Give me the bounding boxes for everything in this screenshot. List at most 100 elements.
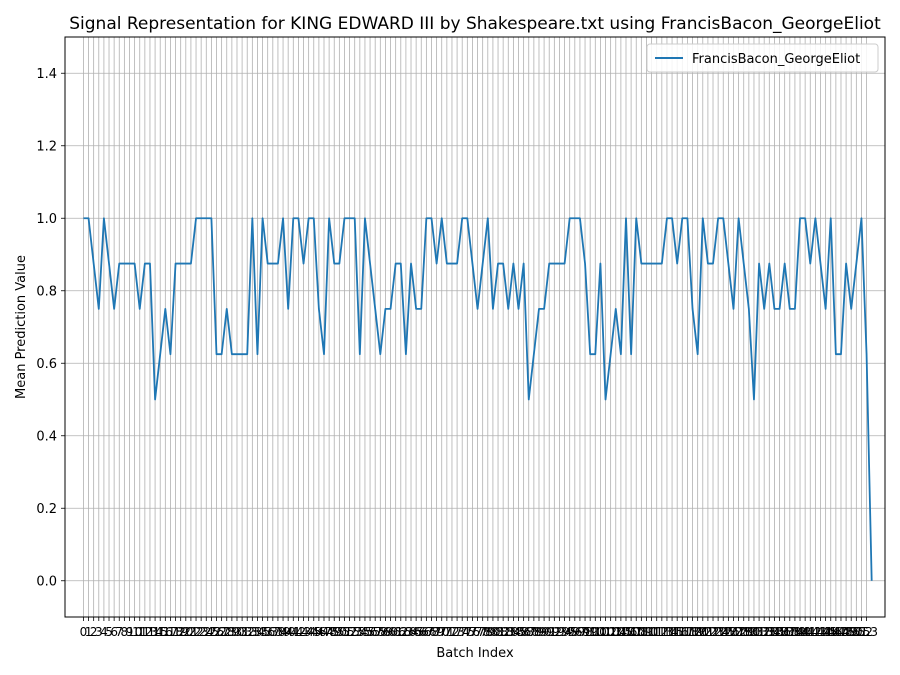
x-tick-label: 64 (403, 625, 418, 639)
x-tick-label: 130 (737, 625, 760, 639)
x-tick-label: 70 (434, 625, 449, 639)
x-tick-label: 89 (531, 625, 546, 639)
x-tick-label: 141 (794, 625, 817, 639)
x-tick-label: 12 (137, 625, 152, 639)
x-tick-label: 2 (90, 625, 98, 639)
x-tick-label: 123 (702, 625, 725, 639)
x-tick-label: 137 (773, 625, 796, 639)
x-tick-label: 10 (127, 625, 142, 639)
y-tick-label: 0.4 (36, 429, 57, 444)
x-tick-label: 6 (110, 625, 118, 639)
x-tick-label: 135 (763, 625, 786, 639)
x-tick-label: 98 (577, 625, 592, 639)
y-tick-label: 1.2 (36, 139, 57, 154)
x-tick-label: 109 (630, 625, 653, 639)
x-tick-label: 54 (352, 625, 367, 639)
x-tick-label: 7 (115, 625, 123, 639)
x-tick-label: 140 (789, 625, 812, 639)
x-tick-label: 138 (778, 625, 801, 639)
x-tick-label: 52 (342, 625, 357, 639)
x-tick-label: 148 (830, 625, 853, 639)
x-tick-label: 67 (419, 625, 434, 639)
x-tick-label: 150 (840, 625, 863, 639)
x-tick-label: 106 (615, 625, 638, 639)
legend-entry-label: FrancisBacon_GeorgeEliot (692, 52, 860, 67)
x-tick-label: 42 (291, 625, 306, 639)
x-tick-label: 99 (583, 625, 598, 639)
y-tick-label: 1.4 (36, 67, 57, 82)
x-tick-label: 5 (105, 625, 113, 639)
y-tick-label: 0.6 (36, 357, 57, 372)
x-tick-label: 68 (424, 625, 439, 639)
x-tick-label: 120 (686, 625, 709, 639)
x-tick-label: 136 (768, 625, 791, 639)
x-tick-label: 48 (321, 625, 336, 639)
x-tick-label: 79 (480, 625, 495, 639)
x-tick-label: 0 (80, 625, 88, 639)
x-tick-label: 143 (804, 625, 827, 639)
series-layer (83, 217, 873, 581)
x-tick-label: 19 (173, 625, 188, 639)
x-tick-label: 131 (743, 625, 766, 639)
x-tick-label: 58 (373, 625, 388, 639)
x-tick-label: 49 (327, 625, 342, 639)
x-tick-label: 14 (147, 625, 162, 639)
x-tick-label: 134 (758, 625, 781, 639)
x-tick-label: 82 (496, 625, 511, 639)
x-tick-label: 115 (661, 625, 684, 639)
x-tick-label: 56 (362, 625, 377, 639)
x-tick-label: 102 (594, 625, 617, 639)
x-tick-label: 51 (337, 625, 352, 639)
x-tick-label: 105 (609, 625, 632, 639)
x-tick-label: 94 (557, 625, 572, 639)
y-tick-label: 0.8 (36, 284, 57, 299)
x-tick-label: 104 (604, 625, 627, 639)
x-tick-label: 101 (589, 625, 612, 639)
x-tick-label: 65 (408, 625, 423, 639)
x-tick-label: 152 (850, 625, 873, 639)
x-tick-label: 28 (219, 625, 234, 639)
x-tick-label: 117 (671, 625, 694, 639)
x-tick-label: 50 (332, 625, 347, 639)
x-tick-label: 25 (204, 625, 219, 639)
x-tick-label: 107 (620, 625, 643, 639)
x-tick-label: 111 (640, 625, 663, 639)
x-tick-label: 31 (234, 625, 249, 639)
x-tick-label: 77 (470, 625, 485, 639)
x-tick-label: 71 (439, 625, 454, 639)
x-tick-label: 37 (265, 625, 280, 639)
y-axis-ticks: 0.0 0.2 0.4 0.6 0.8 1.0 1.2 1.4 (36, 67, 65, 589)
chart-title: Signal Representation for KING EDWARD II… (69, 14, 881, 34)
x-tick-label: 4 (100, 625, 108, 639)
legend: FrancisBacon_GeorgeEliot (646, 43, 879, 73)
x-tick-label: 46 (311, 625, 326, 639)
x-tick-label: 96 (567, 625, 582, 639)
x-tick-label: 44 (301, 625, 316, 639)
y-tick-label: 0.2 (36, 502, 57, 517)
x-tick-label: 24 (199, 625, 214, 639)
y-tick-label: 1.0 (36, 212, 57, 227)
y-tick-label: 0.0 (36, 574, 57, 589)
x-tick-label: 47 (316, 625, 331, 639)
x-tick-label: 86 (516, 625, 531, 639)
x-tick-label: 18 (168, 625, 183, 639)
x-tick-label: 20 (178, 625, 193, 639)
x-tick-label: 129 (732, 625, 755, 639)
x-tick-label: 8 (121, 625, 129, 639)
x-tick-label: 151 (845, 625, 868, 639)
x-tick-label: 114 (655, 625, 678, 639)
x-tick-label: 97 (572, 625, 587, 639)
x-tick-label: 27 (214, 625, 229, 639)
x-tick-label: 75 (460, 625, 475, 639)
x-tick-label: 45 (306, 625, 321, 639)
x-tick-label: 43 (296, 625, 311, 639)
x-tick-label: 84 (506, 625, 521, 639)
x-tick-label: 17 (163, 625, 178, 639)
x-tick-label: 146 (819, 625, 842, 639)
x-grid (83, 37, 867, 617)
x-tick-label: 66 (414, 625, 429, 639)
x-tick-label: 57 (368, 625, 383, 639)
x-tick-label: 39 (275, 625, 290, 639)
x-tick-label: 38 (270, 625, 285, 639)
